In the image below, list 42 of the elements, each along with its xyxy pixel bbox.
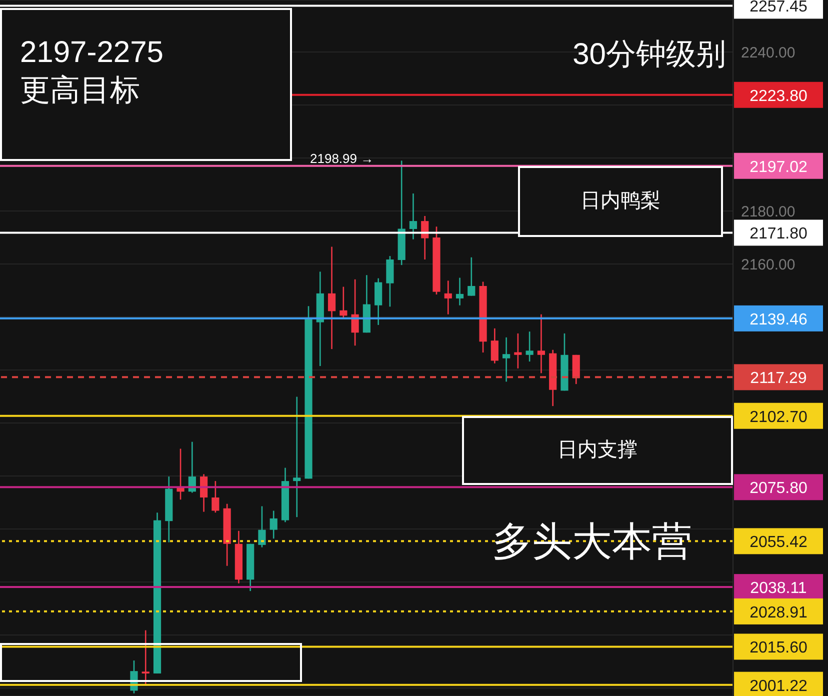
y-tick-label: 2180.00 <box>741 203 796 220</box>
ref-line-label: 2139.46 <box>750 311 808 328</box>
candlestick <box>212 480 220 514</box>
candlestick <box>142 630 150 686</box>
candlestick <box>490 328 498 364</box>
annotation: 日内鸭梨 <box>580 189 660 214</box>
candlestick <box>374 278 382 326</box>
ref-line-label: 2102.70 <box>750 408 808 426</box>
candlestick <box>526 330 534 362</box>
candlestick <box>409 192 418 240</box>
ref-line-label: 2257.45 <box>750 0 808 16</box>
annotation: 日内支撑 <box>558 438 638 463</box>
candlestick <box>386 255 394 308</box>
annotation: 2197-2275 更高目标 <box>20 35 164 108</box>
candlestick <box>537 314 546 374</box>
ref-line-label: 2055.42 <box>750 534 808 552</box>
candlestick <box>258 506 266 548</box>
annotation: 多头大本营 <box>492 520 692 564</box>
candlestick <box>351 278 359 346</box>
candlestick <box>502 336 510 382</box>
ref-line-label: 2223.80 <box>750 88 808 105</box>
candlestick <box>270 510 278 540</box>
candlestick <box>572 354 580 385</box>
ref-line-label: 2001.22 <box>750 678 808 695</box>
candlestick <box>444 280 452 315</box>
candlestick <box>456 277 464 306</box>
candlestick <box>340 286 348 319</box>
y-tick-label: 2240.00 <box>741 44 796 62</box>
ref-line-label: 2075.80 <box>750 480 808 498</box>
ref-line-label: 2197.02 <box>750 158 808 176</box>
ref-line-label: 2117.29 <box>750 370 807 388</box>
ref-line-label: 2028.91 <box>750 604 808 622</box>
ref-line-label: 2015.60 <box>750 640 808 657</box>
text: 30分钟级别 <box>572 37 726 73</box>
annotation: 2198.99 → <box>310 151 374 166</box>
ref-line-label: 2171.80 <box>750 226 808 243</box>
candlestick <box>293 396 301 518</box>
candlestick <box>328 246 336 350</box>
y-tick-label: 2160.00 <box>741 256 796 274</box>
candlestick <box>468 256 476 296</box>
ref-line-label: 2038.11 <box>750 580 807 598</box>
candlestick <box>514 332 522 370</box>
